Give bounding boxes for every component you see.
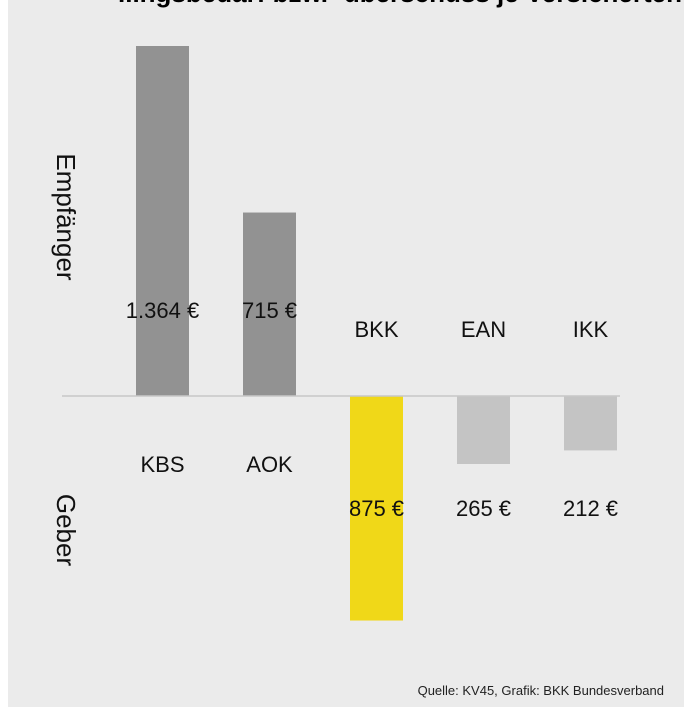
category-label-bkk: BKK	[354, 317, 398, 342]
category-label-kbs: KBS	[140, 452, 184, 477]
bar-ean	[457, 396, 510, 464]
bar-kbs	[136, 46, 189, 396]
group-label-bottom: Geber	[51, 494, 81, 567]
source-note: Quelle: KV45, Grafik: BKK Bundesverband	[417, 683, 664, 698]
bar-ikk	[564, 396, 617, 451]
chart-title: ...ngsbedarf bzw. -überschuss je Versich…	[118, 0, 682, 9]
value-label-kbs: 1.364 €	[126, 298, 199, 323]
category-label-ikk: IKK	[573, 317, 609, 342]
value-label-bkk: 875 €	[349, 496, 404, 521]
value-label-aok: 715 €	[242, 298, 297, 323]
category-label-aok: AOK	[246, 452, 293, 477]
group-label-top: Empfänger	[51, 153, 81, 281]
category-label-ean: EAN	[461, 317, 506, 342]
value-label-ikk: 212 €	[563, 496, 618, 521]
bar-bkk	[350, 396, 403, 621]
chart-panel	[8, 0, 684, 707]
value-label-ean: 265 €	[456, 496, 511, 521]
bar-aok	[243, 212, 296, 396]
